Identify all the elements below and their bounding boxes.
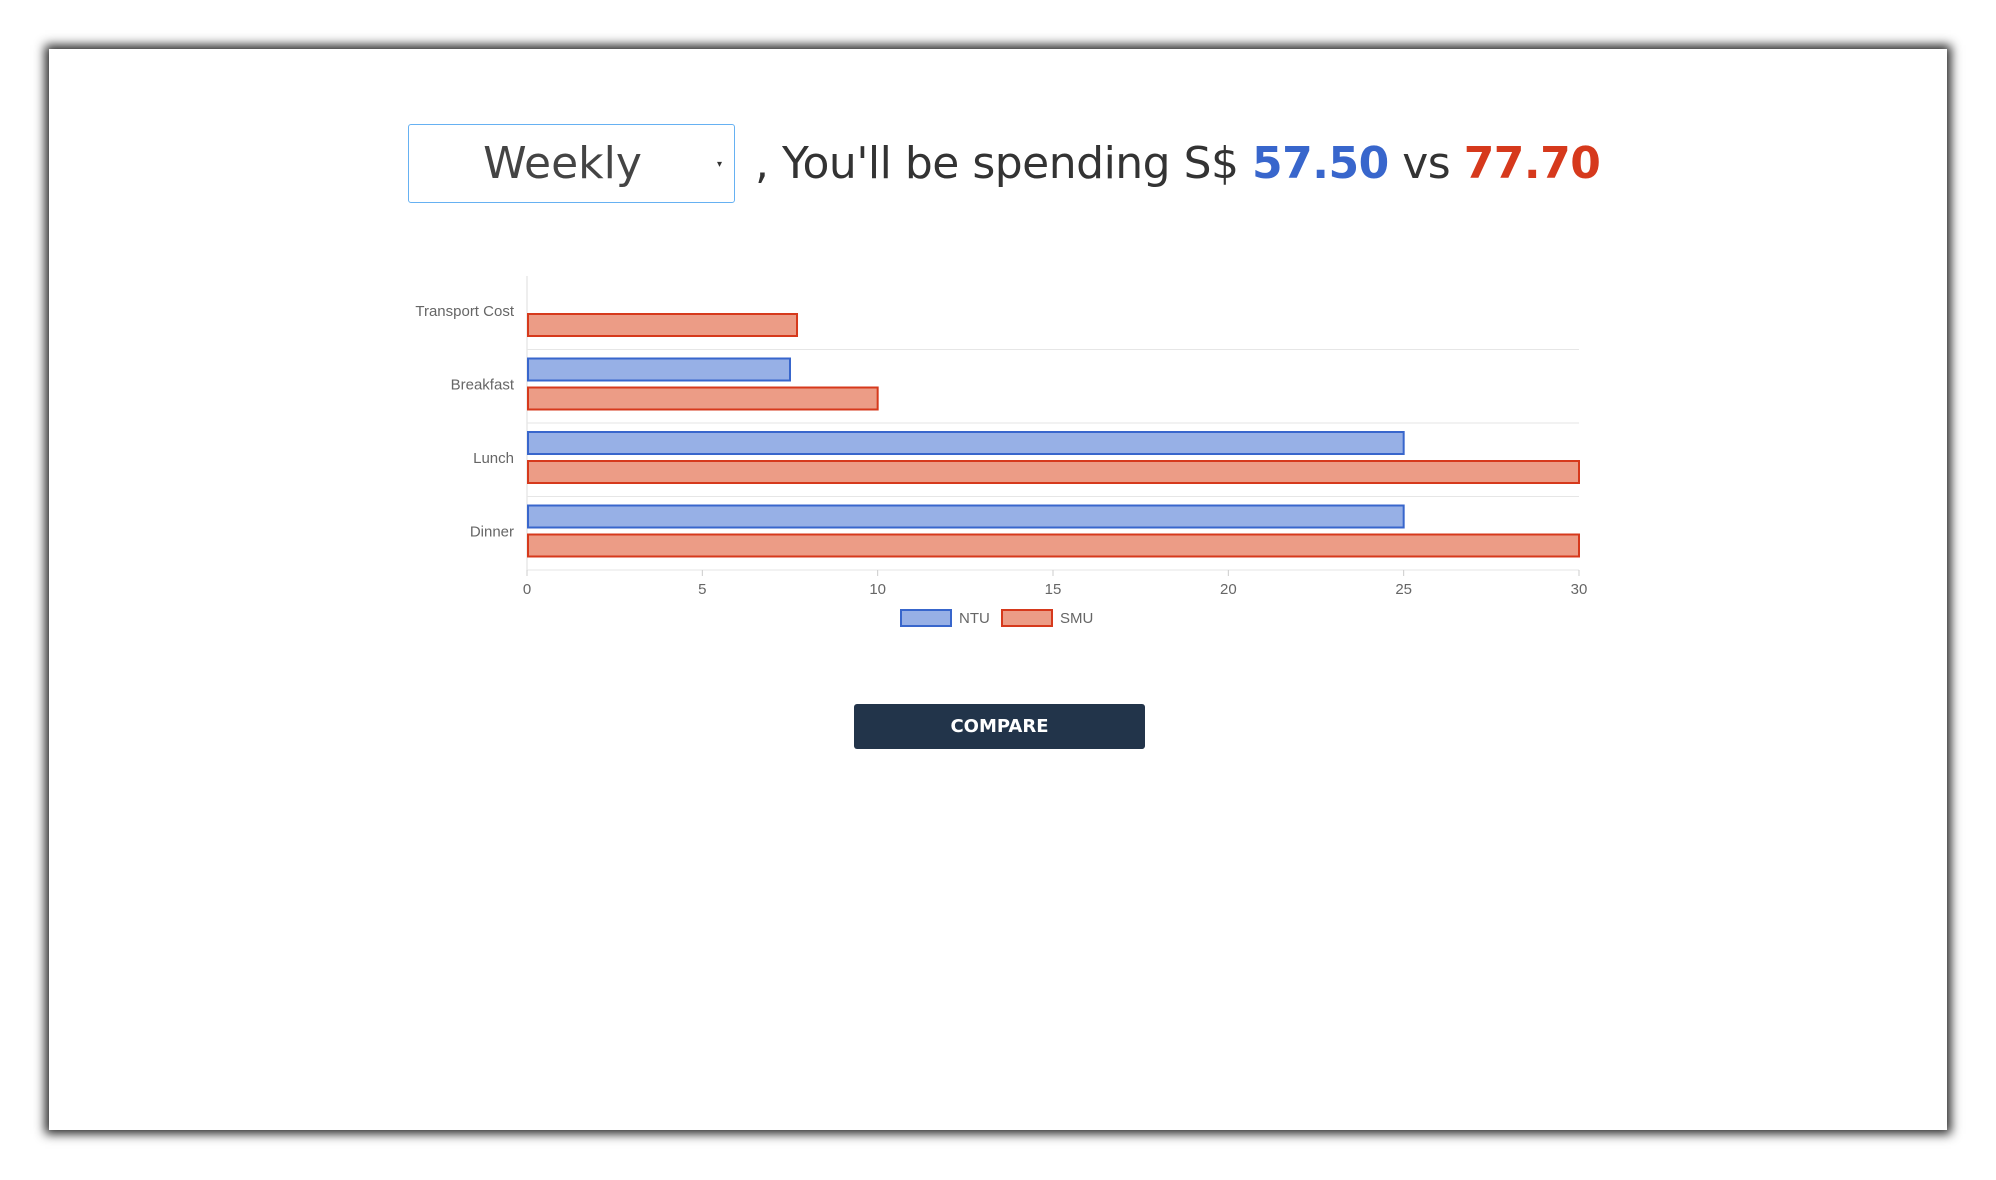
spending-headline: Weekly ▾ , You'll be spending S$ 57.50 v…: [408, 123, 1601, 204]
bar-ntu-breakfast: [527, 357, 791, 382]
caret-down-icon: ▾: [716, 159, 722, 170]
spending-prefix: , You'll be spending S$: [755, 138, 1239, 189]
x-tick-label: 5: [698, 581, 706, 598]
x-tick-label: 10: [869, 581, 886, 598]
ntu-total-amount: 57.50: [1252, 138, 1389, 189]
bar-ntu-lunch: [527, 431, 1405, 455]
spending-summary: , You'll be spending S$ 57.50 vs 77.70: [755, 138, 1601, 189]
bar-ntu-dinner: [527, 504, 1405, 529]
legend-swatch-smu: [1001, 609, 1053, 627]
x-tick-label: 0: [523, 581, 531, 598]
x-tick-label: 30: [1571, 581, 1588, 598]
legend-swatch-ntu: [900, 609, 952, 627]
category-label: Dinner: [470, 524, 514, 541]
period-select[interactable]: Weekly ▾: [408, 124, 735, 203]
period-select-value: Weekly: [483, 138, 642, 189]
bar-smu-dinner: [527, 533, 1580, 558]
x-tick-label: 20: [1220, 581, 1237, 598]
app-window: Weekly ▾ , You'll be spending S$ 57.50 v…: [49, 49, 1947, 1130]
vs-separator: vs: [1402, 138, 1451, 189]
legend-label-smu: SMU: [1060, 610, 1093, 627]
legend-label-ntu: NTU: [959, 610, 990, 627]
category-label: Lunch: [473, 450, 514, 467]
category-label: Breakfast: [451, 377, 515, 394]
x-tick-label: 15: [1045, 581, 1062, 598]
bar-chart-svg: 0 5 10 15 20 25 30 Transport Cost Breakfast Lunch…: [415, 276, 1588, 627]
category-label: Transport Cost: [415, 303, 514, 320]
bar-smu-lunch: [527, 460, 1580, 484]
compare-button[interactable]: COMPARE: [854, 704, 1145, 749]
bar-smu-transport-cost: [527, 313, 799, 337]
bar-smu-breakfast: [527, 386, 879, 411]
x-tick-label: 25: [1395, 581, 1412, 598]
smu-total-amount: 77.70: [1463, 138, 1601, 189]
